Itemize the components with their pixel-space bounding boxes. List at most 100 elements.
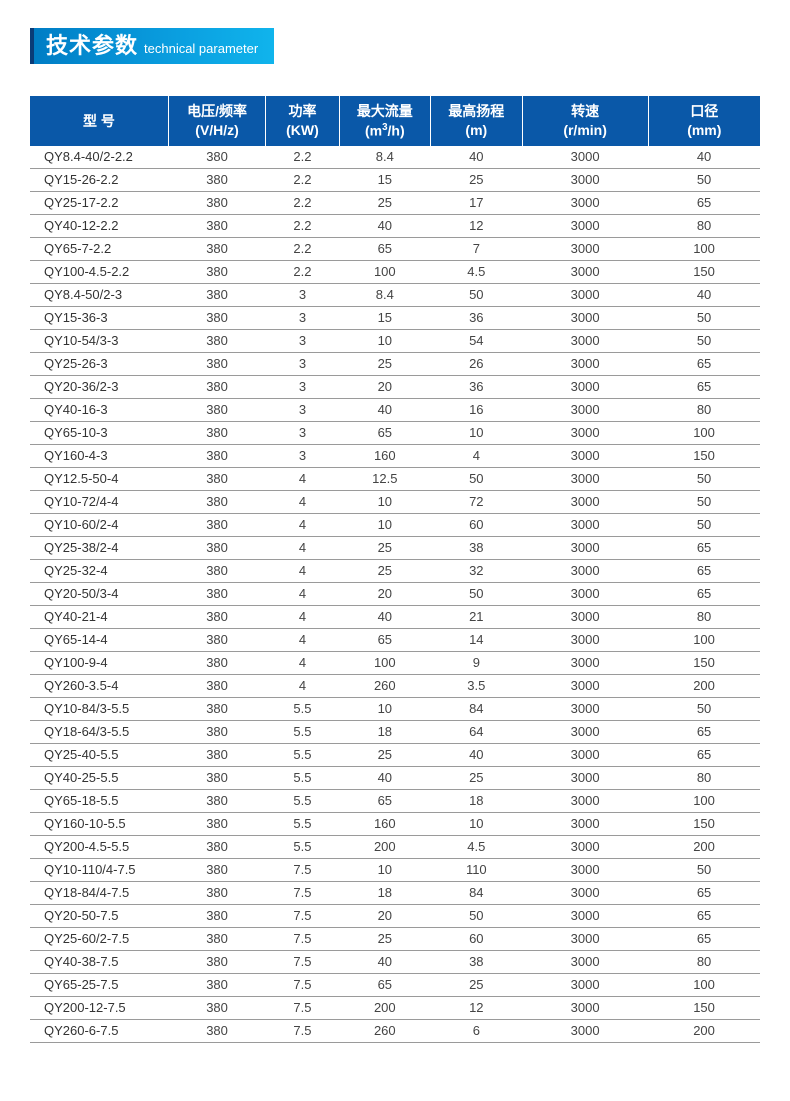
cell-model: QY18-64/3-5.5 [30, 721, 168, 744]
cell-value: 150 [648, 261, 760, 284]
cell-value: 260 [339, 675, 431, 698]
cell-value: 200 [648, 836, 760, 859]
cell-value: 10 [339, 330, 431, 353]
cell-value: 4 [431, 445, 523, 468]
table-row: QY25-38/2-438042538300065 [30, 537, 760, 560]
cell-value: 4 [266, 514, 339, 537]
cell-value: 380 [168, 698, 266, 721]
cell-value: 3000 [522, 307, 648, 330]
cell-value: 150 [648, 813, 760, 836]
cell-value: 3000 [522, 951, 648, 974]
cell-value: 380 [168, 882, 266, 905]
cell-model: QY100-4.5-2.2 [30, 261, 168, 284]
cell-value: 36 [431, 307, 523, 330]
cell-value: 10 [339, 859, 431, 882]
table-row: QY65-14-4380465143000100 [30, 629, 760, 652]
table-row: QY25-40-5.53805.52540300065 [30, 744, 760, 767]
cell-value: 3 [266, 284, 339, 307]
cell-value: 3000 [522, 629, 648, 652]
cell-value: 50 [431, 284, 523, 307]
cell-value: 40 [648, 146, 760, 169]
cell-model: QY10-54/3-3 [30, 330, 168, 353]
cell-model: QY15-36-3 [30, 307, 168, 330]
header-label-bottom: (m3/h) [342, 121, 429, 141]
table-row: QY40-25-5.53805.54025300080 [30, 767, 760, 790]
cell-value: 380 [168, 1020, 266, 1043]
table-row: QY10-110/4-7.53807.510110300050 [30, 859, 760, 882]
cell-value: 3000 [522, 744, 648, 767]
table-row: QY65-10-3380365103000100 [30, 422, 760, 445]
cell-value: 3000 [522, 997, 648, 1020]
cell-model: QY10-60/2-4 [30, 514, 168, 537]
cell-model: QY65-7-2.2 [30, 238, 168, 261]
cell-value: 32 [431, 560, 523, 583]
cell-value: 80 [648, 606, 760, 629]
cell-value: 100 [648, 974, 760, 997]
cell-value: 3000 [522, 537, 648, 560]
table-row: QY25-17-2.23802.22517300065 [30, 192, 760, 215]
table-row: QY40-38-7.53807.54038300080 [30, 951, 760, 974]
section-title-main: 技术参数 [46, 28, 138, 64]
cell-model: QY40-12-2.2 [30, 215, 168, 238]
cell-value: 3000 [522, 905, 648, 928]
cell-value: 4 [266, 468, 339, 491]
cell-value: 5.5 [266, 767, 339, 790]
cell-value: 3000 [522, 652, 648, 675]
cell-value: 25 [431, 169, 523, 192]
cell-value: 4.5 [431, 836, 523, 859]
cell-model: QY40-38-7.5 [30, 951, 168, 974]
cell-value: 4 [266, 560, 339, 583]
table-row: QY25-32-438042532300065 [30, 560, 760, 583]
cell-model: QY25-40-5.5 [30, 744, 168, 767]
table-row: QY8.4-50/2-338038.450300040 [30, 284, 760, 307]
cell-value: 2.2 [266, 238, 339, 261]
table-row: QY20-50-7.53807.52050300065 [30, 905, 760, 928]
cell-value: 8.4 [339, 146, 431, 169]
cell-value: 15 [339, 169, 431, 192]
cell-value: 12.5 [339, 468, 431, 491]
cell-value: 380 [168, 836, 266, 859]
cell-value: 3000 [522, 169, 648, 192]
table-row: QY160-4-3380316043000150 [30, 445, 760, 468]
cell-value: 3000 [522, 192, 648, 215]
cell-value: 3000 [522, 422, 648, 445]
cell-value: 110 [431, 859, 523, 882]
table-row: QY40-16-338034016300080 [30, 399, 760, 422]
cell-value: 3000 [522, 698, 648, 721]
cell-value: 380 [168, 399, 266, 422]
cell-value: 4.5 [431, 261, 523, 284]
header-label-top: 最大流量 [342, 102, 429, 121]
cell-value: 80 [648, 399, 760, 422]
header-label-top: 电压/频率 [171, 102, 264, 121]
cell-value: 65 [339, 238, 431, 261]
cell-value: 4 [266, 583, 339, 606]
cell-value: 150 [648, 445, 760, 468]
cell-value: 7 [431, 238, 523, 261]
cell-value: 380 [168, 422, 266, 445]
cell-value: 2.2 [266, 169, 339, 192]
cell-value: 380 [168, 721, 266, 744]
cell-value: 100 [648, 422, 760, 445]
cell-value: 7.5 [266, 997, 339, 1020]
cell-value: 50 [431, 468, 523, 491]
table-row: QY65-18-5.53805.565183000100 [30, 790, 760, 813]
cell-value: 50 [648, 169, 760, 192]
cell-value: 20 [339, 376, 431, 399]
cell-value: 200 [339, 836, 431, 859]
cell-value: 3000 [522, 445, 648, 468]
table-row: QY20-36/2-338032036300065 [30, 376, 760, 399]
header-label-top: 最高扬程 [433, 102, 520, 121]
cell-value: 380 [168, 514, 266, 537]
cell-value: 65 [339, 790, 431, 813]
cell-value: 65 [648, 537, 760, 560]
cell-value: 200 [648, 675, 760, 698]
cell-value: 3000 [522, 1020, 648, 1043]
cell-value: 60 [431, 928, 523, 951]
cell-value: 40 [339, 767, 431, 790]
cell-model: QY8.4-50/2-3 [30, 284, 168, 307]
cell-value: 65 [648, 905, 760, 928]
table-header-cell: 口径(mm) [648, 96, 760, 146]
cell-value: 3000 [522, 215, 648, 238]
table-header-cell: 电压/频率(V/H/z) [168, 96, 266, 146]
cell-value: 4 [266, 675, 339, 698]
